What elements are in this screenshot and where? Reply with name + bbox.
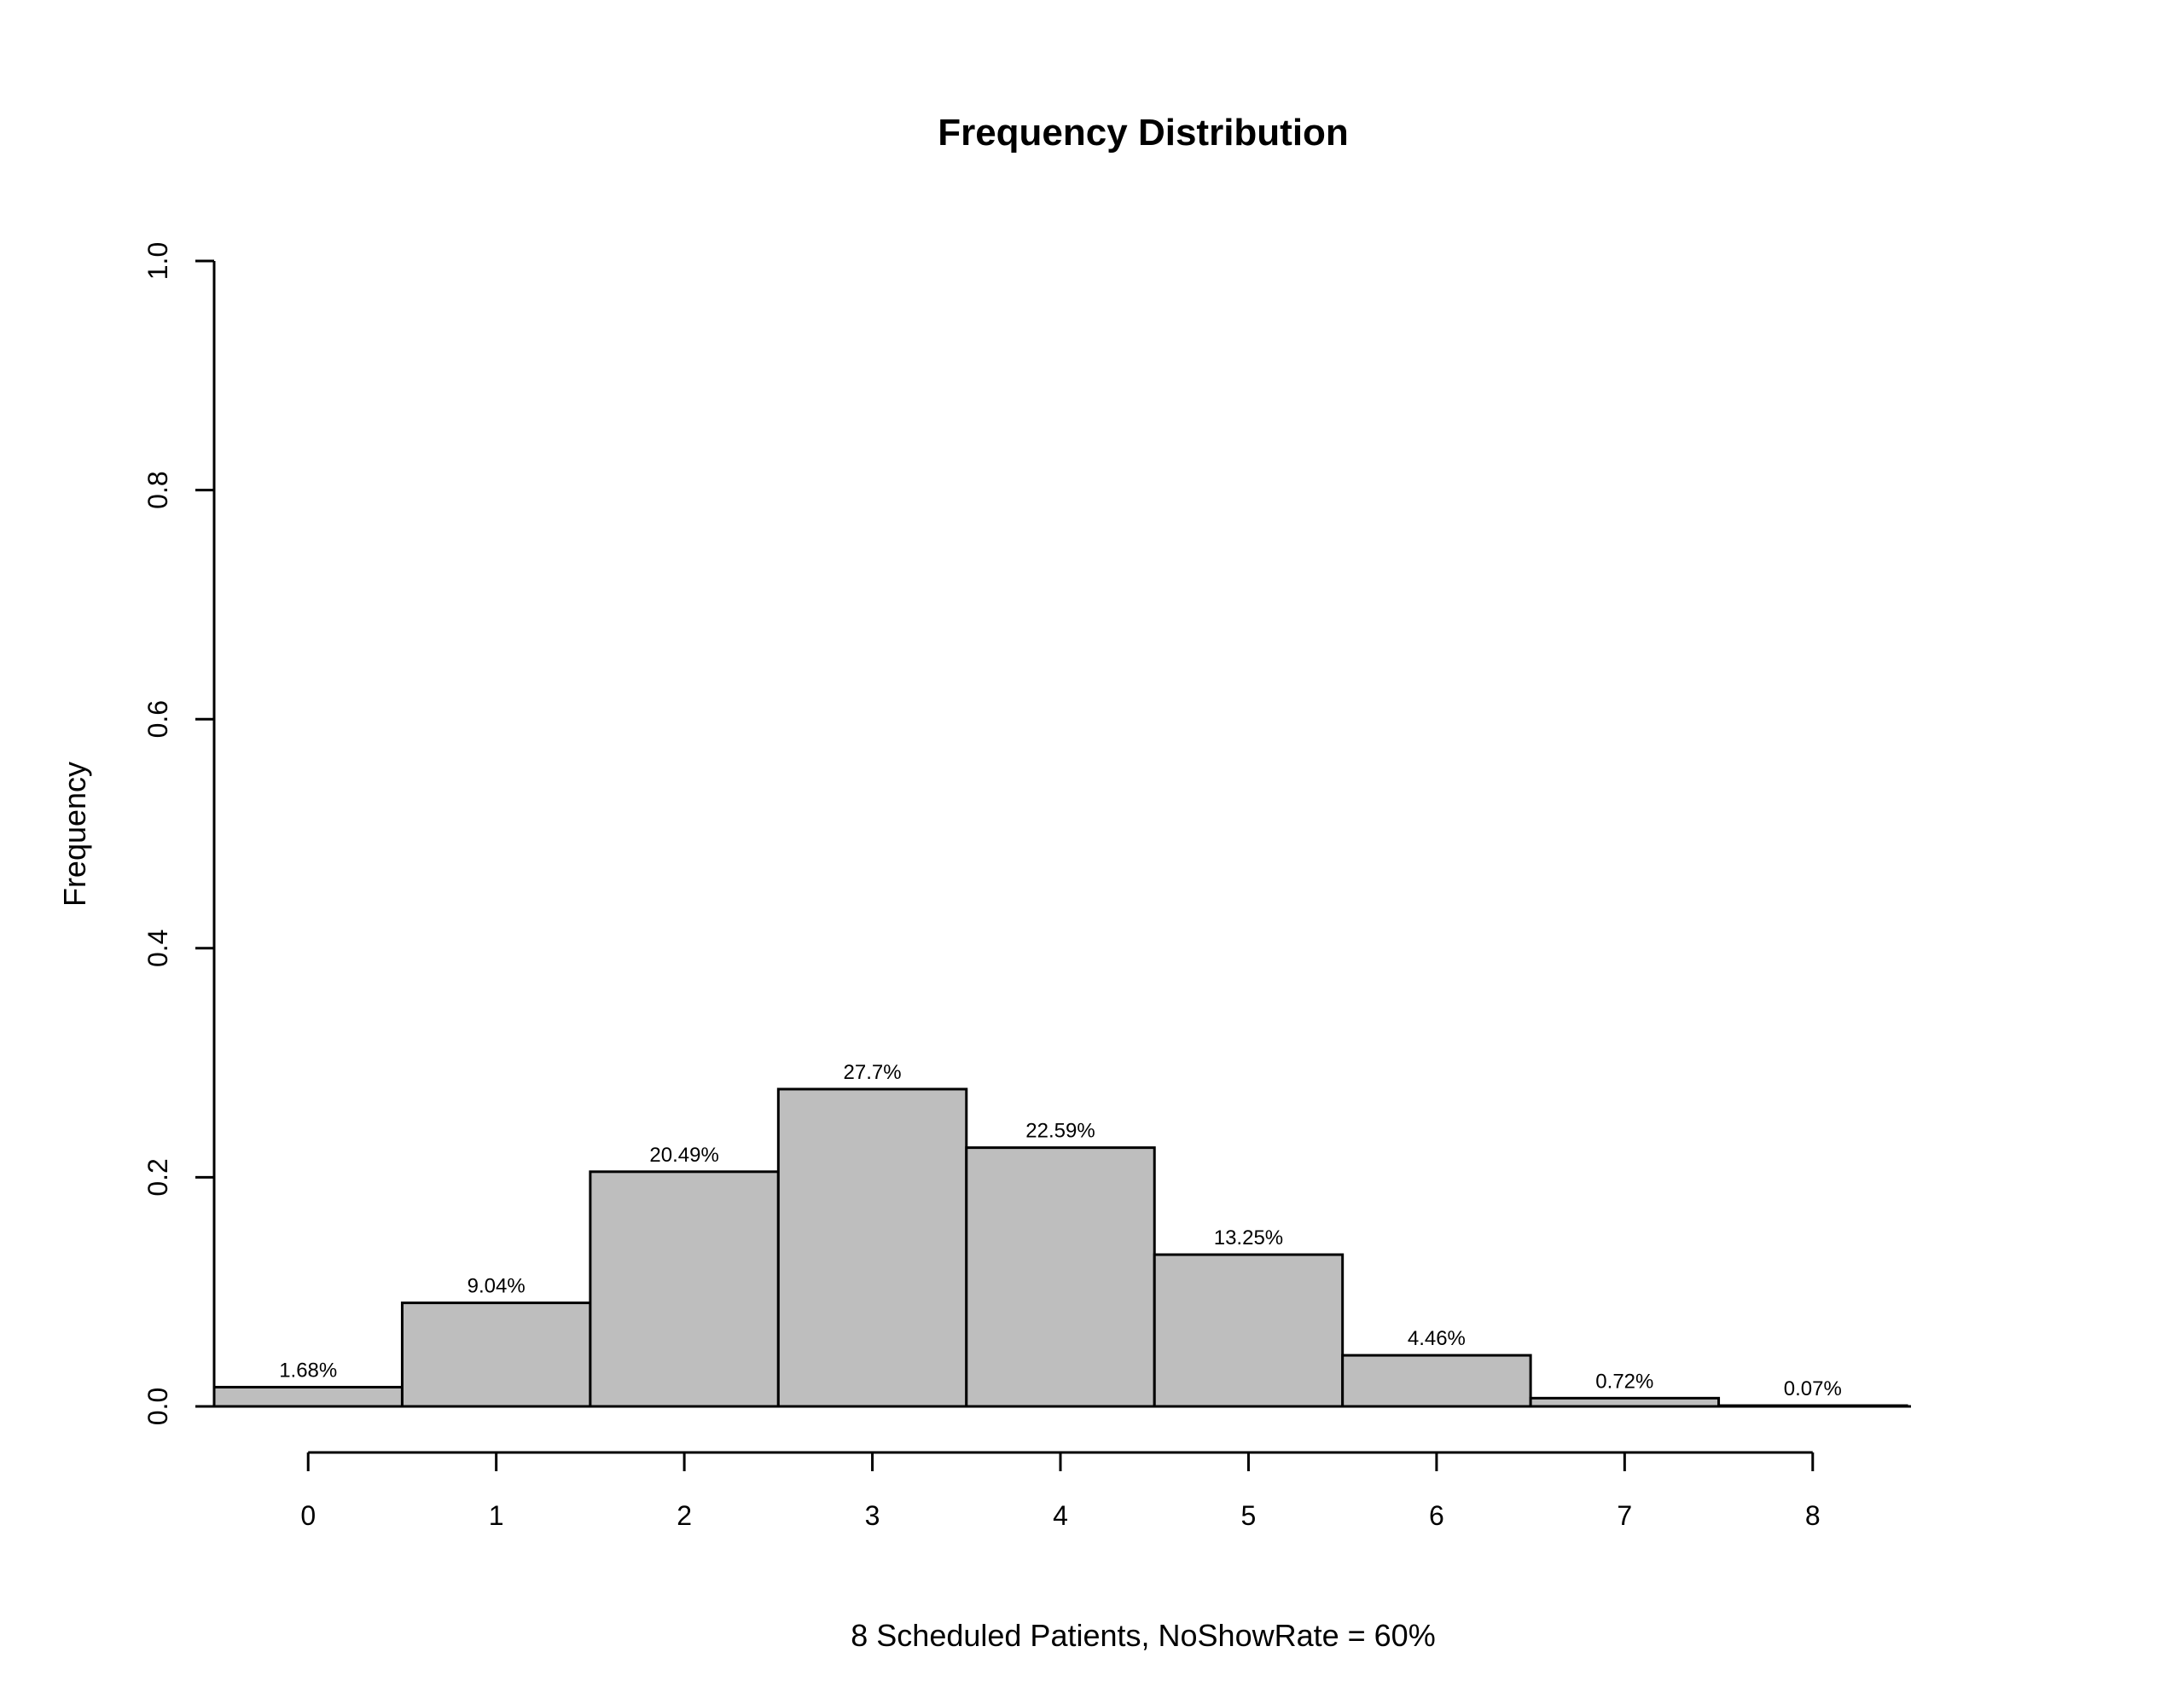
x-tick-label: 8 <box>1805 1500 1821 1531</box>
x-tick-label: 6 <box>1429 1500 1444 1531</box>
bar-5 <box>1153 1253 1345 1408</box>
bar-value-label-5: 13.25% <box>1214 1226 1283 1249</box>
bar-value-label-0: 1.68% <box>279 1359 337 1382</box>
bar-label-group: 1.68% 9.04% 20.49% 27.7% 22.59% 13.25% 4.46% 0.… <box>279 1061 1842 1400</box>
y-tick-label: 0.2 <box>142 1158 173 1196</box>
bar-value-label-2: 20.49% <box>649 1144 718 1167</box>
y-tick-label: 0.0 <box>142 1388 173 1425</box>
x-tick-label: 0 <box>300 1500 316 1531</box>
bar-value-label-1: 9.04% <box>468 1275 526 1298</box>
x-tick-label: 2 <box>677 1500 692 1531</box>
bar-value-label-8: 0.07% <box>1784 1377 1842 1400</box>
bar-0 <box>212 1385 404 1408</box>
bar-6 <box>1341 1354 1532 1408</box>
bar-group <box>195 1087 1911 1408</box>
x-tick-label: 4 <box>1053 1500 1068 1531</box>
bar-value-label-7: 0.72% <box>1595 1370 1653 1393</box>
bar-value-label-4: 22.59% <box>1025 1120 1095 1143</box>
x-tick-label: 1 <box>489 1500 504 1531</box>
chart-title: Frequency Distribution <box>938 112 1349 154</box>
bar-1 <box>400 1301 592 1408</box>
y-tick-label: 0.4 <box>142 930 173 967</box>
bar-2 <box>589 1170 780 1408</box>
x-tick-label: 7 <box>1617 1500 1632 1531</box>
y-tick-label: 1.0 <box>142 242 173 280</box>
y-tick-label: 0.8 <box>142 471 173 508</box>
y-axis: 0.0 0.2 0.4 0.6 0.8 1.0 <box>142 242 216 1425</box>
y-axis-label: Frequency <box>57 762 92 907</box>
bar-value-label-6: 4.46% <box>1408 1327 1466 1350</box>
bar-4 <box>965 1146 1156 1408</box>
x-axis: 0 1 2 3 4 5 6 7 8 <box>300 1451 1821 1531</box>
bar-7 <box>1529 1396 1721 1408</box>
x-tick-label: 3 <box>865 1500 880 1531</box>
x-tick-label: 5 <box>1241 1500 1257 1531</box>
bar-3 <box>776 1087 968 1408</box>
bar-value-label-3: 27.7% <box>844 1061 902 1084</box>
x-axis-label: 8 Scheduled Patients, NoShowRate = 60% <box>851 1618 1435 1653</box>
y-tick-label: 0.6 <box>142 700 173 738</box>
